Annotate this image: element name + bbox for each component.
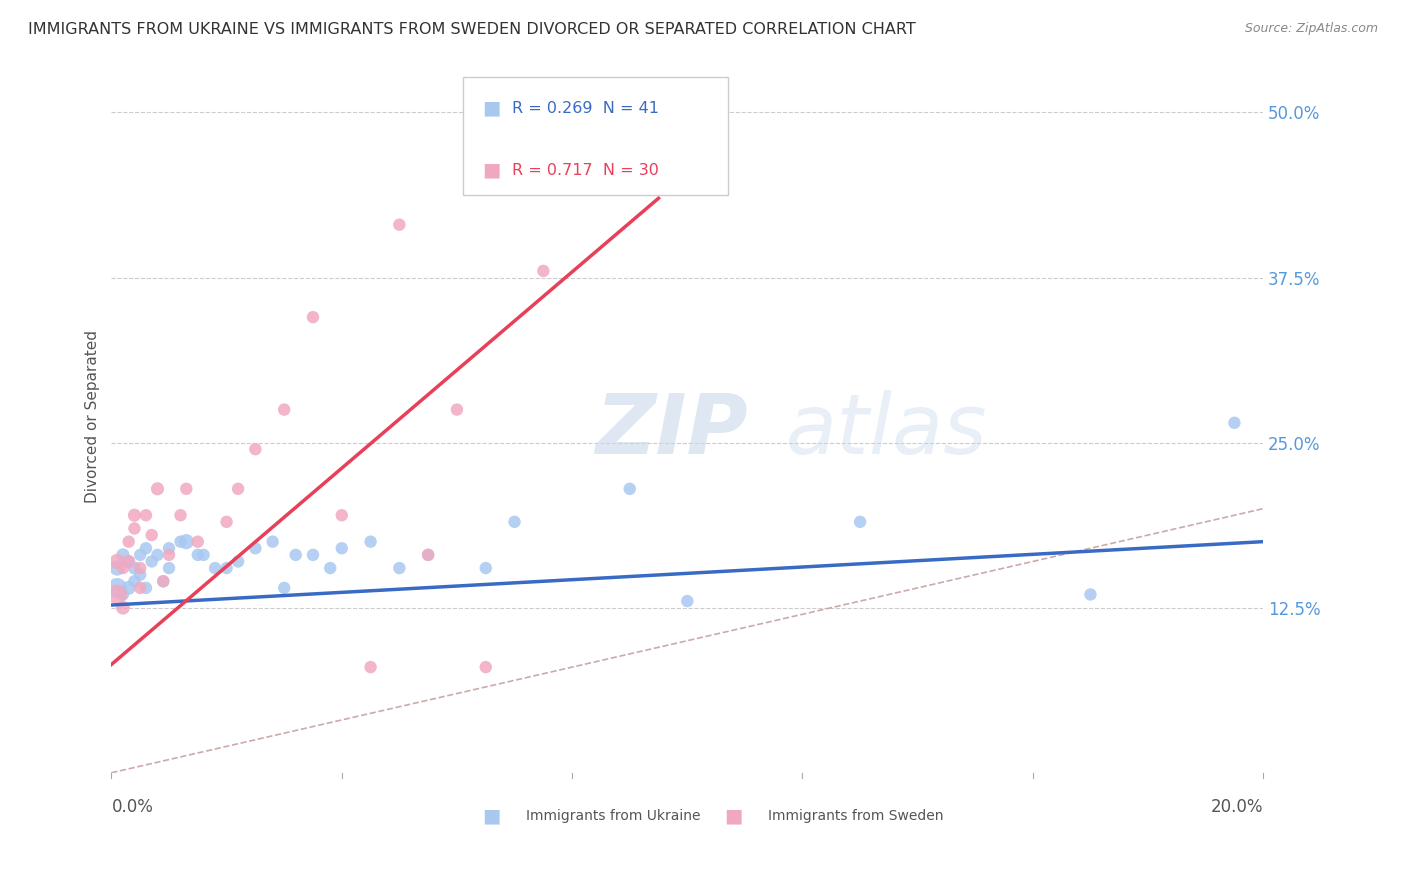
Point: [1223, 416, 1246, 430]
Point: [124, 508, 146, 523]
Point: [118, 554, 141, 568]
Point: [105, 581, 128, 595]
Point: [204, 561, 226, 575]
Point: [129, 581, 152, 595]
Point: [193, 548, 215, 562]
Point: [418, 548, 440, 562]
Point: [474, 561, 496, 575]
Text: Immigrants from Ukraine: Immigrants from Ukraine: [526, 808, 700, 822]
Point: [1080, 587, 1102, 601]
Point: [124, 561, 146, 575]
Text: ZIP: ZIP: [595, 390, 748, 471]
Point: [531, 264, 554, 278]
Point: [124, 521, 146, 535]
Point: [169, 508, 191, 523]
Point: [146, 482, 169, 496]
Point: [157, 541, 180, 556]
Point: [388, 561, 411, 575]
Point: [141, 528, 163, 542]
Point: [129, 561, 152, 575]
Point: [245, 442, 267, 457]
Point: [418, 548, 440, 562]
Point: [360, 534, 382, 549]
FancyBboxPatch shape: [463, 78, 728, 195]
Text: R = 0.269  N = 41: R = 0.269 N = 41: [512, 101, 659, 116]
Text: Source: ZipAtlas.com: Source: ZipAtlas.com: [1244, 22, 1378, 36]
Point: [111, 587, 134, 601]
Point: [187, 548, 209, 562]
Point: [302, 310, 325, 325]
Point: [118, 534, 141, 549]
Point: [619, 482, 641, 496]
Point: [319, 561, 342, 575]
Point: [474, 660, 496, 674]
Point: [187, 534, 209, 549]
Point: [262, 534, 284, 549]
Point: [124, 574, 146, 589]
Text: ■: ■: [482, 161, 501, 179]
Point: [273, 402, 295, 417]
Point: [111, 548, 134, 562]
Text: ■: ■: [724, 806, 742, 825]
Point: [105, 554, 128, 568]
Point: [169, 534, 191, 549]
Point: [135, 581, 157, 595]
Text: IMMIGRANTS FROM UKRAINE VS IMMIGRANTS FROM SWEDEN DIVORCED OR SEPARATED CORRELAT: IMMIGRANTS FROM UKRAINE VS IMMIGRANTS FR…: [28, 22, 915, 37]
Point: [111, 600, 134, 615]
Point: [273, 581, 295, 595]
Point: [105, 587, 128, 601]
Point: [105, 561, 128, 575]
Point: [174, 534, 197, 549]
Point: [129, 548, 152, 562]
Point: [118, 554, 141, 568]
Text: 20.0%: 20.0%: [1211, 797, 1263, 815]
Text: 0.0%: 0.0%: [111, 797, 153, 815]
Text: ■: ■: [482, 806, 501, 825]
Point: [141, 554, 163, 568]
Text: R = 0.717  N = 30: R = 0.717 N = 30: [512, 162, 659, 178]
Point: [330, 508, 353, 523]
Point: [215, 561, 238, 575]
Point: [360, 660, 382, 674]
Point: [215, 515, 238, 529]
Point: [302, 548, 325, 562]
Point: [129, 567, 152, 582]
Point: [388, 218, 411, 232]
Text: Immigrants from Sweden: Immigrants from Sweden: [768, 808, 943, 822]
Point: [135, 541, 157, 556]
Point: [152, 574, 174, 589]
Point: [152, 574, 174, 589]
Point: [111, 561, 134, 575]
Point: [174, 482, 197, 496]
Text: ■: ■: [482, 99, 501, 118]
Point: [245, 541, 267, 556]
Point: [157, 561, 180, 575]
Point: [226, 482, 249, 496]
Point: [676, 594, 699, 608]
Point: [146, 548, 169, 562]
Point: [135, 508, 157, 523]
Point: [157, 548, 180, 562]
Point: [446, 402, 468, 417]
Point: [330, 541, 353, 556]
Point: [226, 554, 249, 568]
Y-axis label: Divorced or Separated: Divorced or Separated: [86, 330, 100, 503]
Text: atlas: atlas: [785, 390, 987, 471]
Point: [118, 581, 141, 595]
Point: [284, 548, 307, 562]
Point: [849, 515, 872, 529]
Point: [503, 515, 526, 529]
